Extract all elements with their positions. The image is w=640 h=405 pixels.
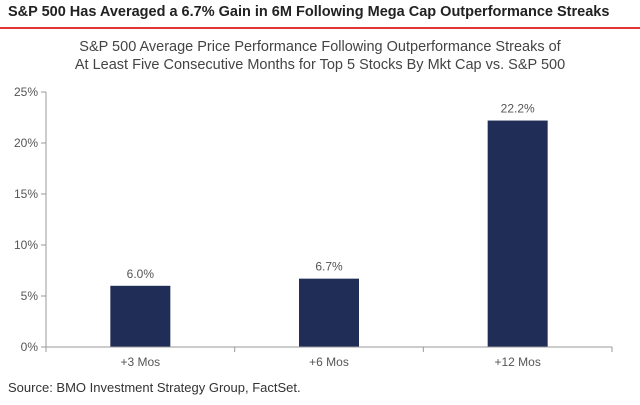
chart-title: S&P 500 Average Price Performance Follow…	[40, 38, 600, 74]
headline: S&P 500 Has Averaged a 6.7% Gain in 6M F…	[8, 4, 610, 20]
y-tick-label: 25%	[14, 85, 38, 99]
bar	[110, 285, 171, 347]
data-label: 22.2%	[501, 102, 535, 116]
x-tick-label: +6 Mos	[309, 355, 349, 369]
y-tick-label: 10%	[14, 238, 38, 252]
x-tick-label: +3 Mos	[120, 355, 160, 369]
y-axis: 0% 5% 10% 15% 20% 25%	[14, 85, 47, 354]
y-tick-label: 5%	[21, 289, 39, 303]
x-tick-label: +12 Mos	[494, 355, 540, 369]
data-labels-group: 6.0% 6.7% 22.2%	[127, 102, 535, 281]
data-label: 6.0%	[127, 267, 155, 281]
y-tick-label: 20%	[14, 136, 38, 150]
x-axis: +3 Mos +6 Mos +12 Mos	[45, 346, 613, 369]
chart-title-line-1: S&P 500 Average Price Performance Follow…	[79, 39, 561, 55]
source-note: Source: BMO Investment Strategy Group, F…	[8, 380, 301, 395]
data-label: 6.7%	[315, 260, 343, 274]
y-tick-label: 0%	[21, 340, 39, 354]
chart-title-line-2: At Least Five Consecutive Months for Top…	[74, 57, 566, 73]
bar	[299, 278, 359, 347]
accent-rule	[0, 27, 640, 29]
bar	[487, 120, 548, 347]
bars-group	[110, 120, 548, 347]
y-tick-label: 15%	[14, 187, 38, 201]
